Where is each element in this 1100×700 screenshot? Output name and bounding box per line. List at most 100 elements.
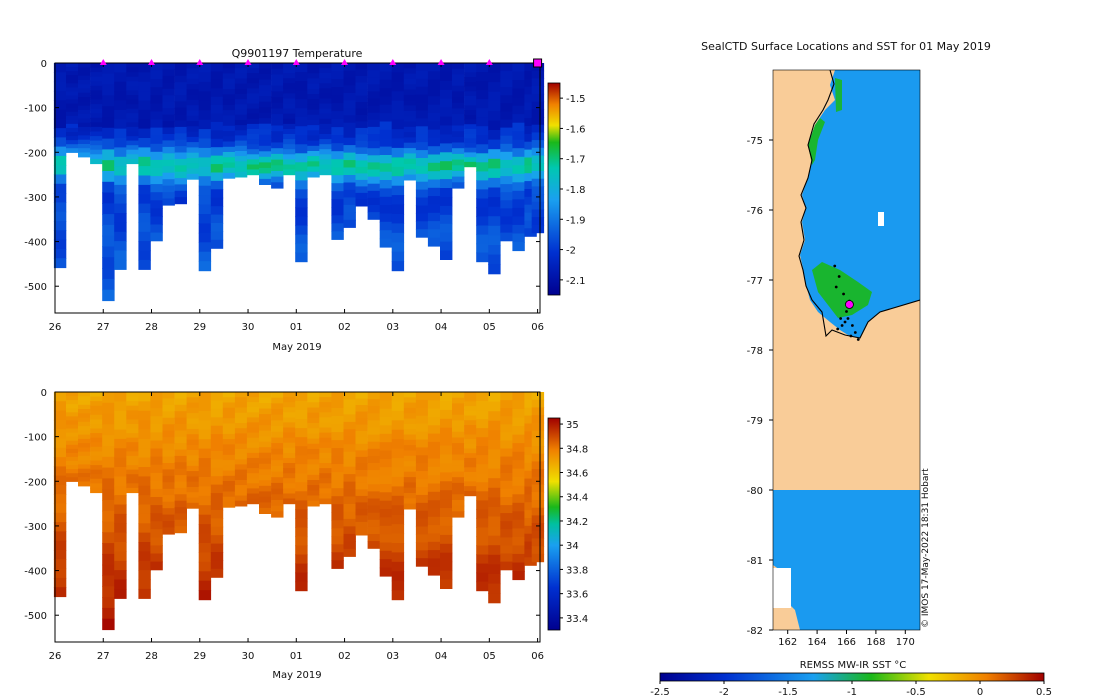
- profile-cell: [186, 94, 199, 101]
- profile-cell: [234, 464, 248, 471]
- profile-cell: [512, 485, 525, 495]
- profile-cell: [174, 519, 187, 527]
- profile-cell: [295, 545, 308, 556]
- profile-cell: [367, 84, 380, 92]
- profile-cell: [331, 512, 344, 521]
- profile-cell: [150, 192, 163, 201]
- profile-cell: [210, 501, 224, 511]
- profile-cell: [66, 71, 79, 76]
- profile-cell: [90, 81, 103, 87]
- profile-cell: [174, 443, 187, 451]
- profile-cell: [102, 73, 115, 86]
- map-y-tick-label: -78: [747, 346, 763, 357]
- profile-cell: [126, 76, 139, 82]
- profile-cell: [295, 81, 308, 91]
- profile-cell: [415, 165, 429, 175]
- profile-cell: [391, 157, 405, 168]
- profile-cell: [102, 214, 115, 226]
- profile-cell: [488, 583, 501, 594]
- profile-cell: [283, 392, 296, 398]
- profile-cell: [440, 481, 453, 491]
- profile-cell: [53, 155, 67, 166]
- profile-cell: [222, 454, 236, 461]
- profile-cell: [452, 159, 465, 166]
- profile-cell: [488, 216, 501, 227]
- colorbar-tick-label: -1.5: [566, 94, 586, 105]
- profile-cell: [210, 518, 224, 528]
- profile-cell: [440, 152, 453, 162]
- colorbar-tick-label: 33.8: [566, 565, 588, 576]
- profile-cell: [331, 416, 344, 425]
- profile-cell: [500, 87, 513, 96]
- profile-cell: [210, 88, 224, 98]
- profile-cell: [222, 412, 236, 419]
- profile-cell: [319, 427, 332, 434]
- profile-cell: [234, 78, 248, 85]
- profile-cell: [259, 74, 272, 81]
- profile-cell: [343, 541, 356, 550]
- profile-cell: [174, 481, 187, 489]
- profile-cell: [367, 512, 380, 521]
- profile-cell: [452, 136, 465, 144]
- profile-cell: [102, 392, 115, 404]
- profile-cell: [78, 455, 91, 461]
- profile-cell: [78, 67, 91, 73]
- profile-cell: [271, 414, 284, 421]
- profile-cell: [452, 148, 465, 155]
- profile-cell: [343, 504, 356, 513]
- profile-cell: [222, 444, 236, 451]
- y-tick-label: -300: [24, 193, 47, 204]
- profile-cell: [246, 442, 260, 449]
- profile-cell: [488, 564, 501, 575]
- profile-cell: [415, 221, 429, 230]
- x-tick-label: 05: [483, 322, 496, 333]
- profile-cell: [512, 409, 525, 419]
- profile-cell: [90, 410, 103, 416]
- profile-cell: [174, 411, 187, 419]
- profile-cell: [367, 134, 380, 142]
- profile-cell: [271, 165, 284, 172]
- profile-cell: [114, 91, 127, 102]
- profile-cell: [452, 505, 465, 512]
- profile-cell: [126, 433, 139, 439]
- profile-cell: [259, 79, 272, 86]
- profile-cell: [512, 511, 525, 521]
- profile-cell: [355, 95, 368, 103]
- profile-cell: [427, 392, 441, 401]
- profile-cell: [259, 480, 272, 487]
- profile-cell: [512, 519, 525, 529]
- profile-cell: [174, 462, 187, 470]
- profile-cell: [295, 428, 308, 438]
- profile-cell: [174, 171, 187, 179]
- profile-cell: [403, 142, 417, 149]
- profile-cell: [283, 427, 296, 434]
- profile-cell: [403, 105, 417, 112]
- profile-cell: [295, 63, 308, 73]
- profile-cell: [403, 445, 417, 452]
- salinity-panel: 26 27 28 29 30 01 02 03 04 05 060-100-200-300-400-…: [24, 388, 588, 681]
- profile-cell: [295, 500, 308, 510]
- profile-cell: [102, 586, 115, 598]
- profile-cell: [78, 139, 91, 145]
- profile-cell: [114, 448, 127, 459]
- profile-cell: [78, 126, 91, 132]
- salinity-colorbar: [547, 417, 561, 631]
- profile-cell: [138, 560, 151, 571]
- profile-cell: [295, 563, 308, 574]
- profile-cell: [114, 560, 127, 571]
- profile-cell: [295, 243, 308, 254]
- profile-cell: [379, 71, 393, 81]
- profile-cell: [234, 392, 248, 398]
- profile-cell: [174, 120, 187, 128]
- profile-cell: [174, 507, 187, 515]
- profile-cell: [307, 83, 320, 90]
- map-y-tick-label: -82: [747, 626, 763, 637]
- profile-cell: [162, 527, 175, 535]
- profile-cell: [234, 397, 248, 403]
- profile-cell: [343, 489, 356, 498]
- profile-cell: [53, 550, 67, 560]
- profile-cell: [415, 399, 429, 409]
- profile-cell: [271, 409, 284, 416]
- profile-cell: [355, 102, 368, 110]
- profile-cell: [415, 118, 429, 127]
